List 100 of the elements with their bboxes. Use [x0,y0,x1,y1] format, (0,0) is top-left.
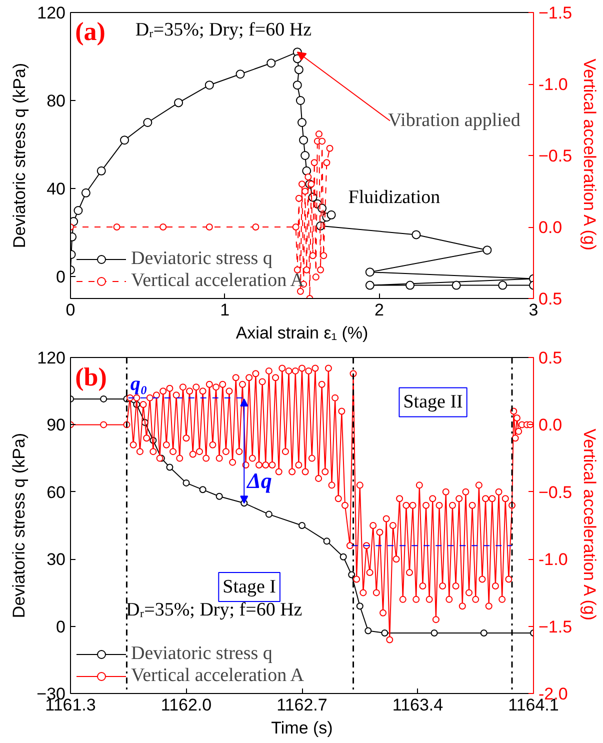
point [340,553,347,560]
annotation: Stage I [222,576,276,598]
annotation: Dᵣ=35%; Dry; f=60 Hz [126,599,302,620]
legend-label: Deviatoric stress q [131,643,272,665]
point [143,118,152,127]
annotation: Dᵣ=35%; Dry; f=60 Hz [135,20,312,41]
y-tick-label: 0 [56,268,66,286]
point [70,217,78,226]
point [296,96,305,105]
y2-axis-title: Vertical acceleration A (g) [580,58,600,250]
point [381,630,388,637]
annotation: Fluidization [348,186,441,208]
point [299,136,308,145]
point [96,166,106,176]
point [300,151,310,160]
point [326,144,334,152]
x-axis-title: Time (s) [271,718,333,738]
point [216,492,223,500]
y-tick-label: 120 [37,4,66,22]
point [302,166,312,176]
y-tick-label: 90 [46,416,66,435]
point [309,252,316,260]
point [292,80,302,90]
y-tick-label: 120 [37,348,66,368]
x-tick-label: 1162.7 [276,696,328,714]
point [318,138,326,145]
annotation: Stage II [403,392,463,413]
point [430,630,438,637]
point [294,65,304,74]
point [348,571,356,578]
y-tick-label: 80 [46,92,66,110]
legend-label: Deviatoric stress q [131,248,272,270]
y2-tick-label: −0.5 [538,482,572,502]
x-axis-title: Axial strain ε₁ (%) [236,324,368,342]
y2-tick-label: -1.0 [538,550,568,570]
point [298,118,306,127]
x-tick-label: 3 [528,300,538,320]
y2-tick-label: 0.5 [538,348,562,368]
point [406,280,415,290]
point [100,395,108,402]
point [365,280,374,290]
point [312,274,320,281]
point [315,130,322,138]
x-tick-label: 1 [220,300,230,320]
point [252,224,260,230]
point [166,464,174,471]
point [120,136,130,145]
point [323,538,330,545]
annotation: Vibration applied [388,110,521,132]
point [295,194,302,202]
y-tick-label: 0 [56,617,66,636]
point [365,268,374,277]
point [323,159,330,166]
y-axis-title: Deviatoric stress q (kPa) [10,432,29,618]
point [74,206,83,215]
x-tick-label: 2 [374,300,384,320]
y-tick-label: 30 [46,550,66,570]
x-tick-label: 1163.4 [392,696,444,714]
point [498,280,508,290]
x-tick-label: 1162.0 [160,696,212,714]
point [326,210,336,220]
point [412,230,421,240]
point [308,180,315,188]
y-axis-title: Deviatoric stress q (kPa) [10,62,30,248]
point [320,252,328,260]
point [206,224,213,230]
annotation: Δq [246,468,272,494]
point [292,224,300,230]
y2-tick-label: −0.5 [538,146,572,166]
legend-label: Vertical acceleration A [131,665,304,687]
point [81,188,90,198]
point [452,280,461,290]
point [236,70,245,79]
point [317,266,324,274]
y2-tick-label: 0.0 [538,218,562,237]
point [199,486,206,494]
annotation: q₀ [130,372,148,395]
point [364,627,372,634]
y2-tick-label: 0.5 [538,290,562,308]
point [303,266,310,274]
point [160,224,167,230]
point [310,159,318,166]
point [356,602,364,610]
y2-tick-label: −1.5 [538,617,572,636]
point [298,180,306,188]
y2-tick-label: −1.5 [538,4,572,22]
annotation: (a) [75,16,106,46]
point [480,630,488,637]
point [182,479,190,486]
y-tick-label: 40 [46,180,66,198]
point [174,98,184,108]
y-tick-label: 60 [46,482,66,502]
point [265,510,272,518]
point [266,58,276,68]
point [298,522,306,529]
y2-tick-label: -1.0 [538,75,568,94]
y2-tick-label: 0.0 [538,416,562,435]
point [113,224,120,230]
point [204,80,214,90]
y2-axis-title: Vertical acceleration A (g) [580,428,600,620]
